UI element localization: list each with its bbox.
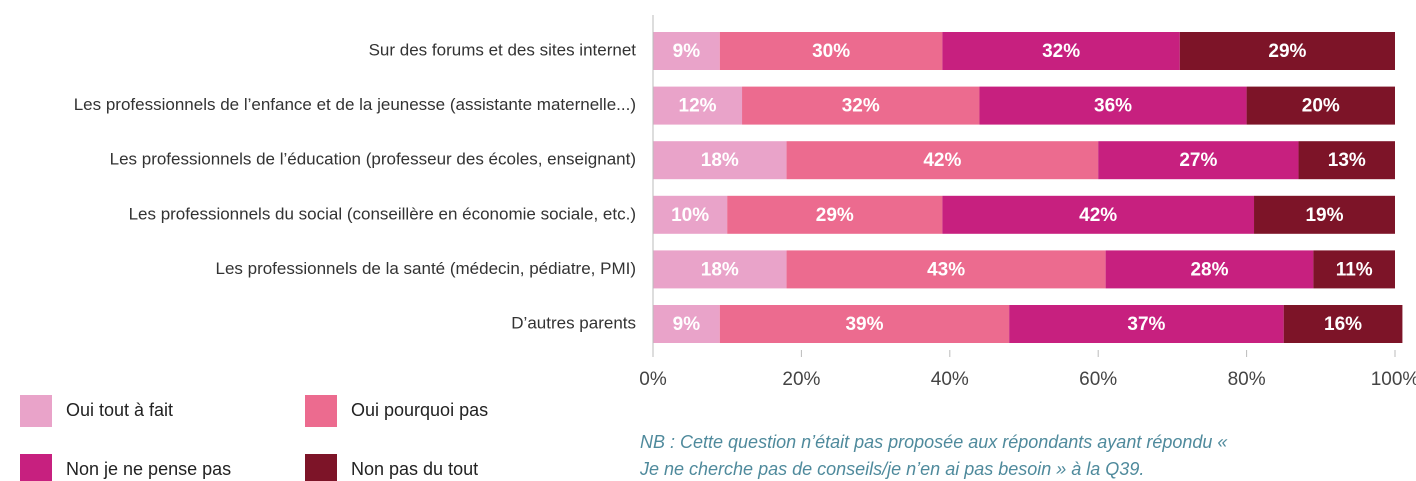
value-label: 36%: [1094, 96, 1132, 117]
bar-segment: [942, 195, 1255, 234]
bar-segment: [1283, 305, 1403, 343]
x-tick-label: 0%: [639, 369, 667, 390]
legend-swatch: [20, 454, 52, 481]
legend-swatch: [305, 395, 337, 427]
bar-segment: [653, 141, 787, 180]
note: NB : Cette question n’était pas proposée…: [640, 432, 1227, 452]
value-label: 11%: [1336, 259, 1373, 280]
bar-segment: [1009, 305, 1284, 343]
category-label: Les professionnels du social (conseillèr…: [129, 204, 636, 223]
bar-segment: [942, 32, 1180, 70]
x-tick-label: 40%: [931, 369, 969, 390]
bar-segment: [1254, 195, 1395, 234]
bar-segment: [719, 305, 1010, 343]
bar-segment: [1179, 32, 1395, 70]
x-tick-label: 80%: [1228, 369, 1266, 390]
bar-segment: [653, 305, 720, 343]
legend-label: Non je ne pense pas: [66, 459, 231, 479]
value-label: 19%: [1305, 205, 1343, 226]
value-label: 9%: [673, 41, 701, 62]
bar-segment: [979, 86, 1247, 125]
value-label: 13%: [1328, 150, 1366, 171]
category-label: Sur des forums et des sites internet: [369, 40, 637, 59]
x-tick-label: 100%: [1371, 369, 1416, 390]
bar-segment: [1105, 250, 1314, 289]
category-label: D’autres parents: [511, 313, 636, 332]
legend-swatch: [305, 454, 337, 481]
legend-swatch: [20, 395, 52, 427]
value-label: 29%: [816, 205, 854, 226]
bar-segment: [653, 250, 787, 289]
bar-segment: [653, 32, 720, 70]
value-label: 9%: [673, 314, 701, 335]
legend-label: Non pas du tout: [351, 459, 478, 479]
bar-segment: [786, 250, 1106, 289]
value-label: 30%: [812, 41, 850, 62]
value-label: 18%: [701, 259, 739, 280]
note: Je ne cherche pas de conseils/je n’en ai…: [639, 459, 1144, 479]
value-label: 12%: [679, 96, 717, 117]
x-tick-label: 20%: [782, 369, 820, 390]
bar-segment: [1098, 141, 1299, 180]
value-label: 37%: [1127, 314, 1165, 335]
value-label: 28%: [1190, 259, 1228, 280]
bar-segment: [653, 195, 728, 234]
value-label: 18%: [701, 150, 739, 171]
bar-segment: [1246, 86, 1395, 125]
value-label: 20%: [1302, 96, 1340, 117]
value-label: 29%: [1268, 41, 1306, 62]
bar-segment: [719, 32, 943, 70]
value-label: 39%: [845, 314, 883, 335]
category-label: Les professionnels de la santé (médecin,…: [215, 259, 636, 278]
bar-segment: [727, 195, 943, 234]
bar-segment: [786, 141, 1099, 180]
value-label: 43%: [927, 259, 965, 280]
bar-segment: [653, 86, 743, 125]
value-label: 32%: [842, 96, 880, 117]
value-label: 42%: [1079, 205, 1117, 226]
legend-label: Oui pourquoi pas: [351, 400, 488, 420]
bar-segment: [1313, 250, 1395, 289]
x-tick-label: 60%: [1079, 369, 1117, 390]
value-label: 32%: [1042, 41, 1080, 62]
bar-segment: [742, 86, 980, 125]
category-label: Les professionnels de l’enfance et de la…: [74, 95, 636, 114]
value-label: 42%: [923, 150, 961, 171]
category-label: Les professionnels de l’éducation (profe…: [110, 150, 636, 169]
value-label: 27%: [1179, 150, 1217, 171]
bar-segment: [1298, 141, 1395, 180]
value-label: 10%: [671, 205, 709, 226]
legend-label: Oui tout à fait: [66, 400, 173, 420]
value-label: 16%: [1324, 314, 1362, 335]
